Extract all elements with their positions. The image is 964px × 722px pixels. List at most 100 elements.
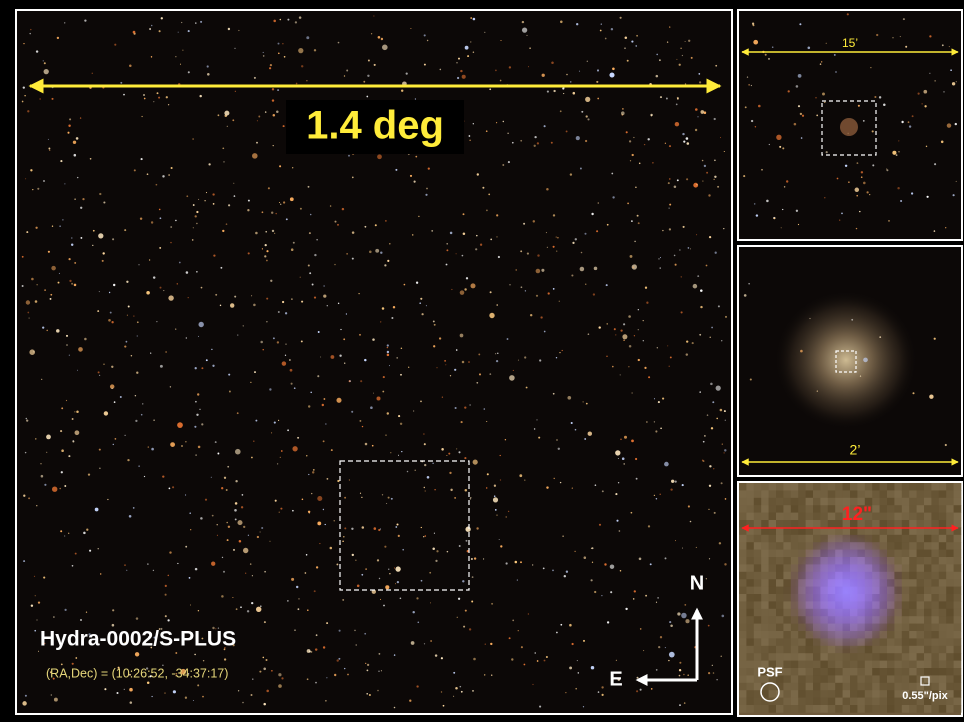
pixel [835, 490, 843, 499]
pixel [924, 631, 932, 639]
star [668, 659, 670, 662]
star [233, 641, 235, 643]
star [648, 376, 651, 379]
star [534, 652, 536, 654]
star [898, 151, 900, 153]
star [74, 198, 76, 200]
star [264, 243, 267, 247]
pixel [761, 557, 769, 565]
star [187, 71, 190, 74]
pixel [739, 616, 747, 624]
star [619, 374, 621, 376]
pixel [894, 586, 903, 595]
pixel-label: 0.55"/pix [902, 690, 948, 702]
pixel [946, 586, 954, 595]
star [233, 195, 236, 197]
star [638, 162, 641, 165]
pixel [783, 549, 792, 558]
star [88, 633, 91, 636]
star [196, 210, 199, 214]
star [678, 63, 681, 66]
pixel [953, 512, 962, 521]
pixel [790, 638, 799, 647]
star [636, 690, 639, 693]
star [860, 171, 864, 174]
star [569, 666, 573, 670]
star [659, 267, 661, 269]
star [559, 481, 562, 484]
star [167, 104, 170, 106]
pixel [938, 534, 947, 543]
star [345, 313, 348, 315]
star [699, 333, 702, 336]
pixel [842, 653, 851, 661]
pixel [887, 490, 895, 499]
star [162, 175, 165, 178]
star [290, 382, 293, 385]
star [191, 239, 194, 241]
star [696, 234, 698, 236]
star [44, 483, 47, 486]
pixel [901, 660, 910, 669]
pixel [879, 668, 888, 676]
star [24, 694, 27, 697]
star [562, 535, 564, 537]
star [164, 584, 167, 588]
star [294, 629, 296, 631]
star [905, 45, 908, 48]
pixel [753, 675, 762, 684]
pixel-square [920, 676, 930, 686]
star [346, 253, 348, 255]
star [674, 480, 677, 483]
star [492, 497, 499, 503]
star [476, 527, 479, 530]
star [680, 47, 682, 49]
pixel [850, 705, 858, 713]
star [462, 213, 465, 216]
pixel [790, 483, 799, 491]
star [214, 441, 217, 444]
star [36, 284, 38, 286]
star [705, 578, 707, 580]
star [35, 50, 39, 53]
star [212, 193, 215, 196]
pixel [938, 571, 947, 580]
star [109, 384, 115, 389]
star [633, 590, 636, 593]
star [502, 120, 505, 123]
star [507, 510, 510, 513]
pixel [835, 682, 843, 691]
star [343, 338, 346, 341]
star [80, 619, 82, 621]
star [204, 498, 208, 501]
pixel [894, 675, 903, 684]
pixel [776, 497, 784, 506]
pixel [768, 579, 777, 587]
star [514, 560, 518, 564]
star [337, 41, 340, 44]
star [593, 266, 598, 271]
pixel [938, 557, 947, 565]
star [271, 88, 275, 91]
star [455, 349, 458, 351]
star [711, 664, 713, 666]
star [306, 678, 309, 681]
star [313, 49, 317, 52]
star [277, 311, 280, 313]
pixel [901, 557, 910, 565]
pixel [946, 668, 954, 676]
pixel [857, 645, 866, 654]
pixel [805, 668, 814, 676]
star [609, 72, 615, 78]
star [901, 120, 904, 124]
star [468, 628, 472, 631]
star [317, 521, 322, 526]
pixel [924, 690, 932, 698]
star [526, 34, 528, 36]
star [515, 269, 517, 271]
pixel [872, 697, 880, 706]
star [616, 519, 619, 522]
star [309, 213, 312, 216]
star [596, 69, 600, 72]
star [592, 293, 596, 296]
